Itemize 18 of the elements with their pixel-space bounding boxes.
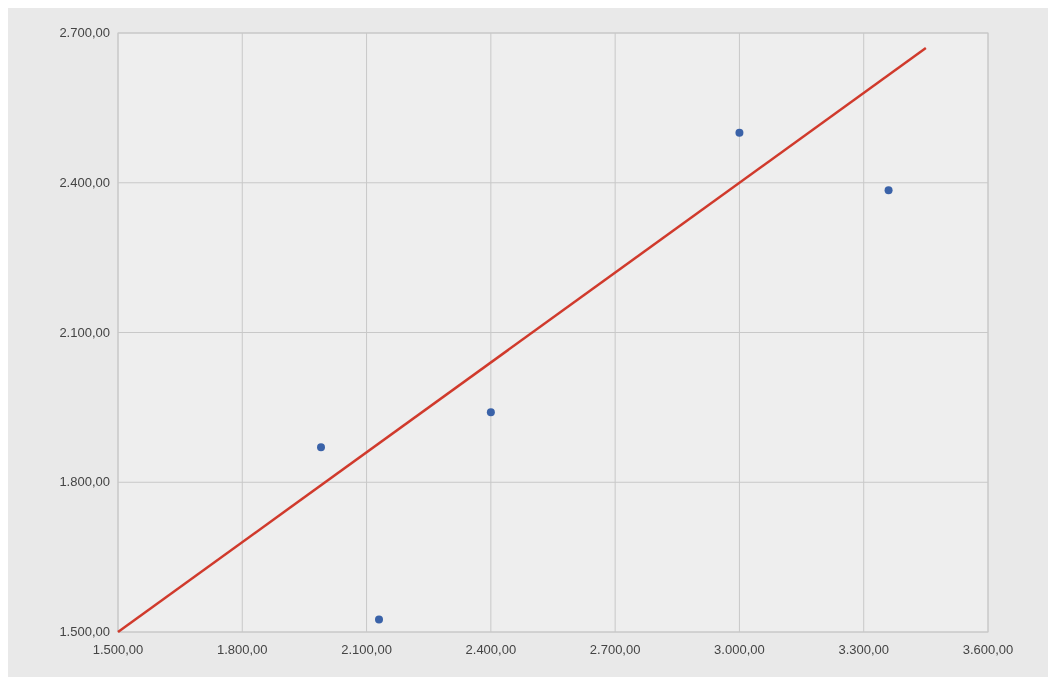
x-tick-label: 2.100,00 (341, 642, 392, 657)
x-tick-label: 1.500,00 (92, 642, 144, 657)
x-tick-label: 1.800,00 (216, 642, 268, 657)
point (735, 128, 744, 137)
y-tick-label: 2.400,00 (59, 174, 110, 190)
x-tick-label: 3.000,00 (714, 642, 765, 657)
y-tick-label: 2.700,00 (59, 25, 110, 40)
point (884, 186, 893, 195)
point (375, 615, 383, 624)
x-tick-label: 3.600,00 (962, 642, 1014, 657)
y-tick-label: 1.800,00 (59, 474, 110, 490)
y-tick-label: 2.100,00 (59, 324, 110, 340)
point (486, 408, 495, 417)
x-tick-label: 2.700,00 (589, 642, 641, 657)
x-tick-label: 3.300,00 (838, 642, 890, 657)
y-tick-label: 1.500,00 (59, 624, 110, 639)
x-tick-label: 2.400,00 (465, 642, 517, 657)
point (317, 443, 325, 452)
